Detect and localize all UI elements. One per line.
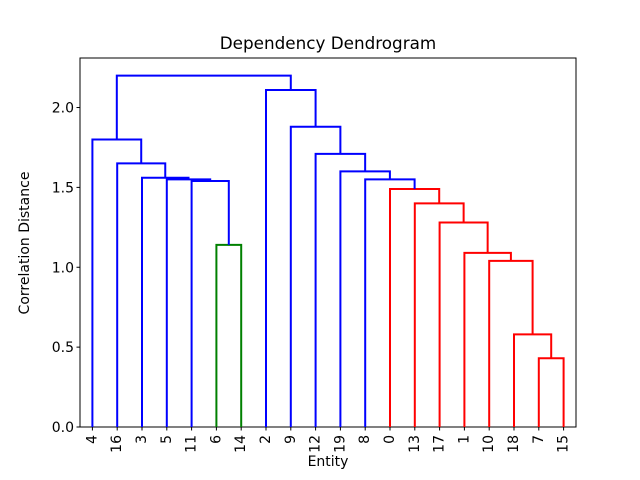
dendrogram-link-r1 [537, 357, 565, 427]
y-axis-label: Correlation Distance [17, 172, 33, 315]
y-tick-label-1.5: 1.5 [52, 180, 74, 196]
dendrogram-links [91, 74, 565, 427]
x-axis-ticks: 4 16 3 5 11 6 14 2 9 12 19 8 0 13 17 1 10 18 7 15 [84, 427, 572, 453]
y-axis-ticks: 0.0 0.5 1.0 1.5 2.0 [52, 101, 80, 436]
plot-area-border [79, 57, 577, 428]
x-tick-label-13: 13 [407, 435, 423, 453]
chart-title: Dependency Dendrogram [220, 33, 436, 53]
dendrogram-link-g1 [215, 243, 243, 427]
x-axis-label: Entity [308, 454, 349, 470]
x-tick-label-14: 14 [233, 435, 249, 453]
x-tick-label-16: 16 [109, 435, 125, 453]
x-tick-label-5: 5 [159, 435, 175, 444]
dendrogram-link-b3 [141, 176, 190, 427]
dendrogram-link-b2 [165, 178, 212, 427]
dendrogram-link-b1 [190, 180, 230, 427]
x-tick-label-3: 3 [134, 435, 150, 444]
dendrogram-link-r2 [513, 333, 553, 427]
x-tick-label-10: 10 [481, 435, 497, 453]
y-tick-label-1.0: 1.0 [52, 260, 74, 276]
y-tick-label-0.5: 0.5 [52, 340, 74, 356]
x-tick-label-1: 1 [456, 435, 472, 444]
dendrogram-link-root [115, 74, 292, 140]
y-tick-label-0.0: 0.0 [52, 420, 74, 436]
x-tick-label-6: 6 [208, 435, 224, 444]
x-tick-label-9: 9 [283, 435, 299, 444]
x-tick-label-4: 4 [84, 435, 100, 444]
x-tick-label-18: 18 [506, 435, 522, 453]
x-tick-label-2: 2 [258, 435, 274, 444]
x-tick-label-0: 0 [382, 435, 398, 444]
x-tick-label-17: 17 [432, 435, 448, 453]
x-tick-label-15: 15 [556, 435, 572, 453]
x-tick-label-19: 19 [332, 435, 348, 453]
dendrogram-link-r3 [488, 259, 534, 427]
y-tick-label-2.0: 2.0 [52, 101, 74, 117]
x-tick-label-12: 12 [308, 435, 324, 453]
x-tick-label-11: 11 [184, 435, 200, 453]
x-tick-label-8: 8 [357, 435, 373, 444]
dendrogram-link-r4 [463, 251, 512, 427]
x-tick-label-7: 7 [531, 435, 547, 444]
